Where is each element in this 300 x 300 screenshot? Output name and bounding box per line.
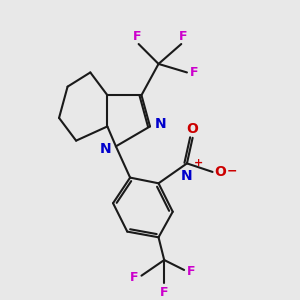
Text: N: N: [181, 169, 193, 183]
Text: F: F: [190, 66, 198, 79]
Text: F: F: [160, 286, 169, 298]
Text: N: N: [154, 117, 166, 130]
Text: O: O: [214, 165, 226, 179]
Text: −: −: [227, 164, 237, 177]
Text: O: O: [187, 122, 199, 136]
Text: F: F: [178, 30, 187, 43]
Text: F: F: [133, 30, 142, 43]
Text: F: F: [130, 271, 139, 284]
Text: N: N: [100, 142, 112, 156]
Text: +: +: [194, 158, 203, 168]
Text: F: F: [187, 265, 195, 278]
